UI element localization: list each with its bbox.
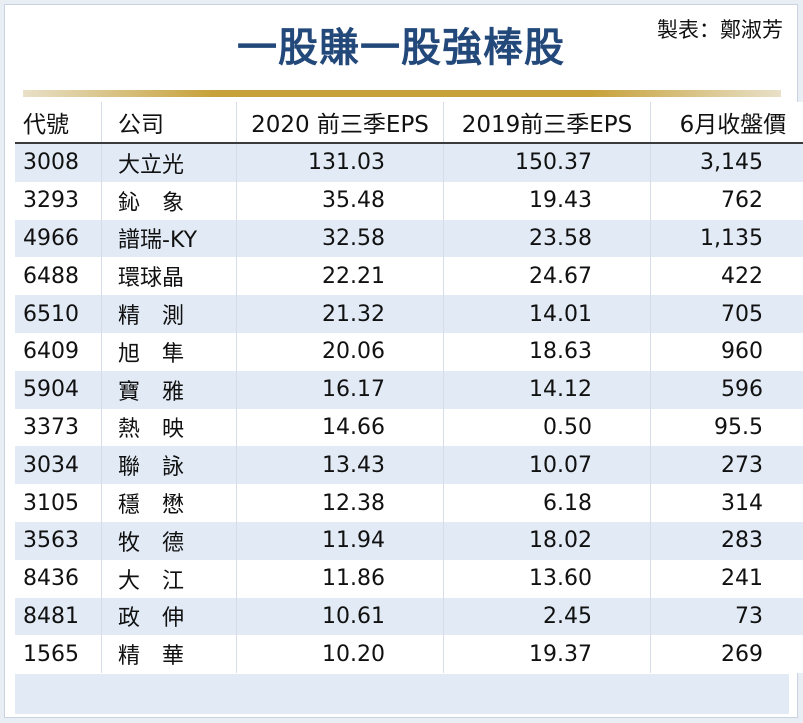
table-row: 6510 精 測 21.32 14.01 705 [15,295,803,333]
cell-eps-2020: 16.17 [236,370,444,409]
cell-company: 聯 詠 [101,446,237,485]
cell-eps-2019: 14.12 [443,370,651,409]
cell-eps-2020: 12.38 [236,484,444,522]
cell-company: 熱 映 [101,408,237,447]
cell-eps-2019: 2.45 [443,597,651,636]
table-row: 1565 精 華 10.20 19.37 269 [15,635,803,674]
table-row: 3373 熱 映 14.66 0.50 95.5 [15,408,803,447]
cell-eps-2020: 32.58 [236,219,444,258]
table-row: 3008 大立光 131.03 150.37 3,145 [15,143,803,182]
cell-price: 95.5 [650,408,803,447]
cell-price: 762 [650,181,803,220]
credit-bar [15,674,789,714]
page-title: 一股賺一股強棒股 [237,25,565,71]
cell-code: 3008 [15,143,102,182]
header-code: 代號 [15,102,102,144]
cell-code: 5904 [15,370,102,409]
cell-company: 旭 隼 [101,332,237,371]
table-row: 6409 旭 隼 20.06 18.63 960 [15,332,803,371]
cell-code: 3293 [15,181,102,220]
eps-table: 代號 公司 2020 前三季EPS 2019前三季EPS 6月收盤價 3008 大… [15,102,803,674]
cell-eps-2019: 6.18 [443,484,651,522]
cell-price: 314 [650,484,803,522]
cell-price: 960 [650,332,803,371]
cell-price: 705 [650,295,803,333]
cell-company: 政 伸 [101,597,237,636]
cell-code: 3563 [15,521,102,560]
table-row: 3105 穩 懋 12.38 6.18 314 [15,484,803,522]
cell-company: 精 華 [101,635,237,674]
cell-eps-2019: 10.07 [443,446,651,485]
table-header-row: 代號 公司 2020 前三季EPS 2019前三季EPS 6月收盤價 [15,102,803,144]
table-row: 6488 環球晶 22.21 24.67 422 [15,257,803,296]
cell-eps-2019: 19.43 [443,181,651,220]
cell-eps-2020: 10.61 [236,597,444,636]
cell-price: 273 [650,446,803,485]
cell-eps-2019: 23.58 [443,219,651,258]
cell-code: 1565 [15,635,102,674]
cell-price: 73 [650,597,803,636]
cell-eps-2019: 150.37 [443,143,651,182]
header-eps-2020: 2020 前三季EPS [236,102,444,144]
cell-company: 牧 德 [101,521,237,560]
cell-code: 3373 [15,408,102,447]
header-price: 6月收盤價 [650,102,803,144]
cell-price: 1,135 [650,219,803,258]
cell-eps-2020: 13.43 [236,446,444,485]
header-company: 公司 [101,102,237,144]
cell-code: 8436 [15,559,102,598]
table-row: 8436 大 江 11.86 13.60 241 [15,559,803,598]
credit-text: 製表：鄭淑芳 [657,18,783,42]
cell-company: 大 江 [101,559,237,598]
cell-eps-2020: 11.94 [236,521,444,560]
cell-code: 6510 [15,295,102,333]
cell-company: 寶 雅 [101,370,237,409]
cell-company: 大立光 [101,143,237,182]
cell-eps-2019: 14.01 [443,295,651,333]
cell-price: 283 [650,521,803,560]
cell-code: 4966 [15,219,102,258]
cell-eps-2020: 20.06 [236,332,444,371]
cell-company: 譜瑞-KY [101,219,237,258]
cell-eps-2020: 10.20 [236,635,444,674]
cell-company: 環球晶 [101,257,237,296]
cell-eps-2020: 11.86 [236,559,444,598]
table-body: 3008 大立光 131.03 150.37 3,145 3293 鈊 象 35.48 19.4… [15,143,803,674]
header-eps-2019: 2019前三季EPS [443,102,651,144]
cell-code: 6409 [15,332,102,371]
cell-price: 3,145 [650,143,803,182]
cell-price: 596 [650,370,803,409]
cell-price: 241 [650,559,803,598]
cell-eps-2019: 18.02 [443,521,651,560]
table-row: 4966 譜瑞-KY 32.58 23.58 1,135 [15,219,803,258]
cell-eps-2020: 22.21 [236,257,444,296]
table-row: 5904 寶 雅 16.17 14.12 596 [15,370,803,409]
table-row: 3563 牧 德 11.94 18.02 283 [15,521,803,560]
cell-eps-2020: 14.66 [236,408,444,447]
cell-eps-2019: 13.60 [443,559,651,598]
cell-company: 精 測 [101,295,237,333]
cell-eps-2019: 18.63 [443,332,651,371]
cell-price: 422 [650,257,803,296]
cell-company: 穩 懋 [101,484,237,522]
cell-eps-2020: 131.03 [236,143,444,182]
table-row: 3293 鈊 象 35.48 19.43 762 [15,181,803,220]
cell-code: 8481 [15,597,102,636]
cell-eps-2019: 19.37 [443,635,651,674]
cell-eps-2020: 35.48 [236,181,444,220]
title-divider [23,90,781,97]
cell-eps-2020: 21.32 [236,295,444,333]
cell-price: 269 [650,635,803,674]
infographic-card: 一股賺一股強棒股 代號 公司 2020 前三季EPS 2019前三季EPS 6月… [4,4,803,718]
cell-eps-2019: 0.50 [443,408,651,447]
cell-eps-2019: 24.67 [443,257,651,296]
cell-code: 3105 [15,484,102,522]
cell-code: 3034 [15,446,102,485]
table-row: 8481 政 伸 10.61 2.45 73 [15,597,803,636]
cell-company: 鈊 象 [101,181,237,220]
cell-code: 6488 [15,257,102,296]
table-row: 3034 聯 詠 13.43 10.07 273 [15,446,803,485]
